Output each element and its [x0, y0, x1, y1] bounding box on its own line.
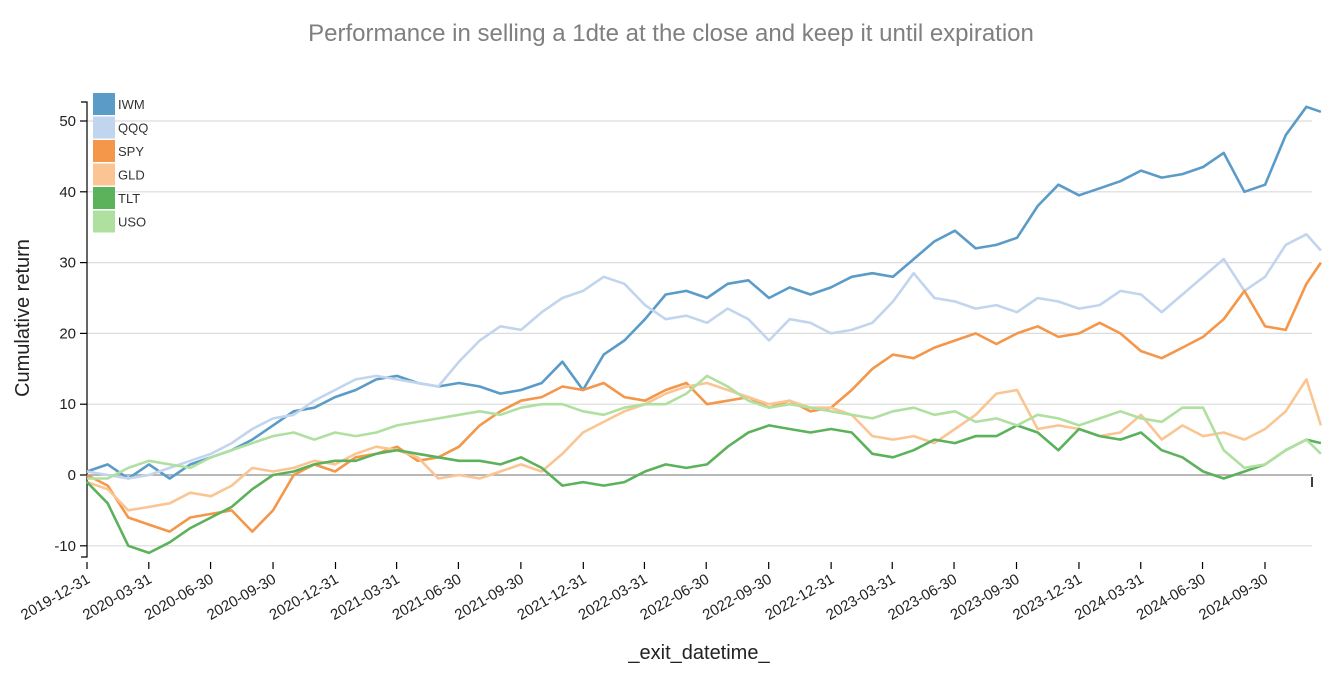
x-tick-label: 2021-12-31 — [514, 571, 589, 624]
x-tick-label: 2020-12-31 — [267, 571, 342, 624]
chart-title: Performance in selling a 1dte at the clo… — [308, 20, 1034, 47]
y-axis-line — [81, 101, 88, 558]
y-tick-label: 10 — [59, 396, 76, 413]
legend: IWM QQQ SPY GLD TLT USO — [93, 93, 148, 233]
x-axis: 2019-12-312020-03-312020-06-302020-09-30… — [18, 477, 1313, 624]
x-tick-label: 2020-09-30 — [204, 571, 279, 624]
legend-label: QQQ — [118, 121, 148, 136]
x-tick-label: 2023-06-30 — [885, 571, 960, 624]
legend-label: USO — [118, 215, 146, 230]
x-tick-label: 2020-06-30 — [142, 571, 217, 624]
y-tick-label: 0 — [68, 467, 76, 484]
series-line-uso — [87, 374, 1322, 480]
x-tick-label: 2022-12-31 — [762, 571, 837, 624]
legend-swatch-gld — [93, 163, 115, 186]
y-tick-label: 40 — [59, 184, 76, 201]
x-tick-label: 2021-06-30 — [389, 571, 464, 624]
legend-label: GLD — [118, 168, 145, 183]
series-line-qqq — [86, 233, 1322, 480]
x-axis-title: _exit_datetime_ — [627, 642, 770, 664]
series-line-iwm — [86, 105, 1322, 480]
x-tick-label: 2021-09-30 — [452, 571, 527, 624]
y-tick-label: 50 — [59, 113, 76, 130]
legend-swatch-spy — [93, 140, 115, 162]
y-axis: -10 0 10 20 30 40 50 — [54, 101, 88, 558]
y-tick-label: -10 — [54, 538, 76, 555]
x-tick-label: 2023-03-31 — [823, 571, 898, 624]
y-tick-label: 20 — [59, 325, 76, 342]
legend-swatch-qqq — [93, 116, 115, 139]
x-tick-label: 2019-12-31 — [18, 571, 93, 624]
x-tick-label: 2024-06-30 — [1134, 571, 1209, 624]
x-tick-label: 2021-03-31 — [328, 571, 403, 624]
series-line-tlt — [86, 424, 1322, 555]
series-lines — [86, 105, 1323, 555]
legend-label: IWM — [118, 97, 145, 112]
x-tick-label: 2022-06-30 — [637, 571, 712, 624]
series-line-spy — [86, 261, 1322, 533]
x-tick-label: 2022-09-30 — [700, 571, 775, 624]
legend-swatch-tlt — [93, 187, 115, 209]
legend-label: TLT — [118, 191, 140, 206]
y-tick-label: 30 — [59, 255, 76, 272]
series-line-gld — [86, 378, 1323, 512]
x-tick-label: 2022-03-31 — [575, 571, 650, 624]
x-tick-label: 2020-03-31 — [80, 571, 155, 624]
x-tick-label: 2024-09-30 — [1196, 571, 1271, 624]
x-tick-label: 2024-03-31 — [1072, 571, 1147, 624]
legend-label: SPY — [118, 144, 144, 159]
x-tick-label: 2023-09-30 — [948, 571, 1023, 624]
legend-swatch-iwm — [93, 93, 115, 115]
y-axis-title: Cumulative return — [12, 239, 34, 397]
legend-swatch-uso — [93, 210, 115, 233]
x-tick-label: 2023-12-31 — [1010, 571, 1085, 624]
gridlines — [87, 120, 1312, 547]
